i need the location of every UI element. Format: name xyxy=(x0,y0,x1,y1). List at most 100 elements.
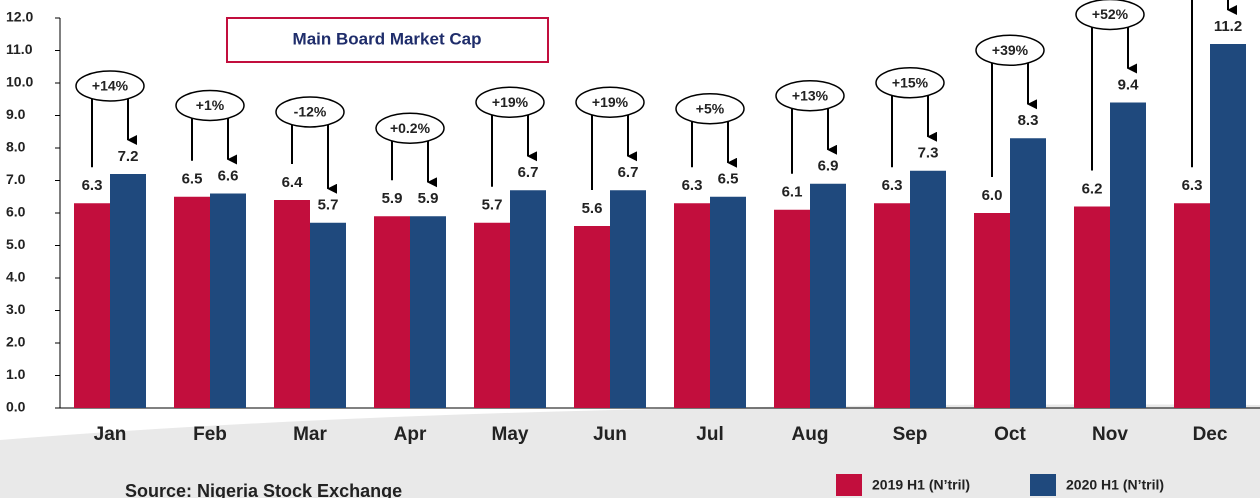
bar xyxy=(874,203,910,408)
annotation: +14% xyxy=(92,78,129,94)
y-tick-label: 11.0 xyxy=(6,41,33,57)
value-label: 6.5 xyxy=(718,171,739,188)
bar xyxy=(1010,138,1046,408)
value-label: 6.2 xyxy=(1082,180,1103,197)
chart-title: Main Board Market Cap xyxy=(293,29,482,48)
bar xyxy=(274,200,310,408)
value-label: 6.3 xyxy=(82,177,103,194)
annotation-bubble xyxy=(175,89,245,122)
title-box xyxy=(226,17,549,63)
legend-swatch xyxy=(836,474,862,496)
annotation-bubble xyxy=(675,93,745,125)
annotation-bubble xyxy=(1075,0,1145,31)
annotation: +13% xyxy=(792,87,829,103)
y-tick-label: 2.0 xyxy=(6,334,26,350)
bar xyxy=(1210,44,1246,408)
value-label: 6.3 xyxy=(682,177,703,194)
value-label: 11.2 xyxy=(1214,18,1242,35)
value-label: 5.9 xyxy=(382,190,403,207)
y-tick-label: 1.0 xyxy=(6,366,26,382)
bar xyxy=(474,222,510,408)
bar xyxy=(1110,102,1146,408)
value-label: 7.3 xyxy=(918,145,939,162)
x-tick-label: Sep xyxy=(893,424,928,445)
x-tick-label: Nov xyxy=(1092,424,1128,445)
value-label: 6.7 xyxy=(518,164,539,181)
annotation-bubble xyxy=(75,70,145,102)
annotation-bubble xyxy=(875,67,945,99)
x-tick-label: May xyxy=(492,424,529,445)
x-tick-label: Jul xyxy=(696,424,723,445)
y-tick-label: 7.0 xyxy=(6,171,26,187)
y-tick-label: 6.0 xyxy=(6,204,26,220)
bar xyxy=(174,196,210,408)
value-label: 5.9 xyxy=(418,190,439,207)
annotation: +52% xyxy=(1092,6,1129,22)
y-tick-label: 9.0 xyxy=(6,106,26,122)
bar xyxy=(910,170,946,408)
bar xyxy=(810,183,846,408)
bar xyxy=(610,190,646,408)
value-label: 5.7 xyxy=(318,197,339,214)
x-tick-label: Jan xyxy=(94,424,127,445)
x-tick-label: Apr xyxy=(394,424,427,445)
bar xyxy=(374,216,410,408)
background-swoosh xyxy=(0,404,1260,498)
bar xyxy=(1174,203,1210,408)
y-tick-label: 0.0 xyxy=(6,399,26,415)
annotation-bubble xyxy=(775,80,845,112)
bar xyxy=(574,226,610,408)
bar xyxy=(974,213,1010,408)
value-label: 6.0 xyxy=(982,187,1003,204)
bar xyxy=(674,203,710,408)
value-label: 6.3 xyxy=(1182,177,1203,194)
value-label: 6.3 xyxy=(882,177,903,194)
value-label: 6.7 xyxy=(618,164,639,181)
annotation-bubble xyxy=(275,96,345,128)
annotation: -12% xyxy=(294,104,327,120)
value-label: 6.6 xyxy=(218,167,239,184)
y-tick-label: 3.0 xyxy=(6,301,26,317)
legend-label: 2020 H1 (N’tril) xyxy=(1066,477,1164,493)
bar xyxy=(110,174,146,408)
bar xyxy=(510,190,546,408)
bar xyxy=(1074,206,1110,408)
x-tick-label: Mar xyxy=(293,424,327,445)
annotation: +5% xyxy=(696,100,725,116)
annotation-bubble xyxy=(575,86,645,118)
value-label: 9.4 xyxy=(1118,76,1140,93)
value-label: 5.6 xyxy=(582,200,603,217)
annotation-bubble xyxy=(475,86,545,118)
bar xyxy=(310,222,346,408)
value-label: 6.4 xyxy=(282,174,304,191)
legend-swatch xyxy=(1030,474,1056,496)
value-label: 7.2 xyxy=(118,148,139,165)
y-tick-label: 12.0 xyxy=(6,9,33,25)
x-tick-label: Dec xyxy=(1193,424,1228,445)
annotation-bubble xyxy=(375,112,445,144)
bar xyxy=(710,196,746,408)
x-tick-label: Jun xyxy=(593,424,627,445)
y-tick-label: 4.0 xyxy=(6,269,26,285)
y-tick-label: 10.0 xyxy=(6,74,33,90)
bar xyxy=(74,203,110,408)
y-tick-label: 5.0 xyxy=(6,236,26,252)
bar xyxy=(210,193,246,408)
annotation-bubble xyxy=(975,34,1045,66)
annotation: +0.2% xyxy=(390,120,431,136)
value-label: 5.7 xyxy=(482,197,503,214)
value-label: 6.9 xyxy=(818,158,839,175)
annotation: +15% xyxy=(892,74,929,90)
annotation: +19% xyxy=(592,94,629,110)
value-label: 6.1 xyxy=(782,184,803,201)
x-tick-label: Oct xyxy=(994,424,1026,445)
x-tick-label: Feb xyxy=(193,424,227,445)
legend-label: 2019 H1 (N’tril) xyxy=(872,477,970,493)
y-tick-label: 8.0 xyxy=(6,139,26,155)
x-tick-label: Aug xyxy=(792,424,829,445)
bar xyxy=(774,209,810,408)
annotation: +19% xyxy=(492,94,529,110)
source: Source: Nigeria Stock Exchange xyxy=(125,481,402,498)
annotation: +1% xyxy=(196,97,225,113)
